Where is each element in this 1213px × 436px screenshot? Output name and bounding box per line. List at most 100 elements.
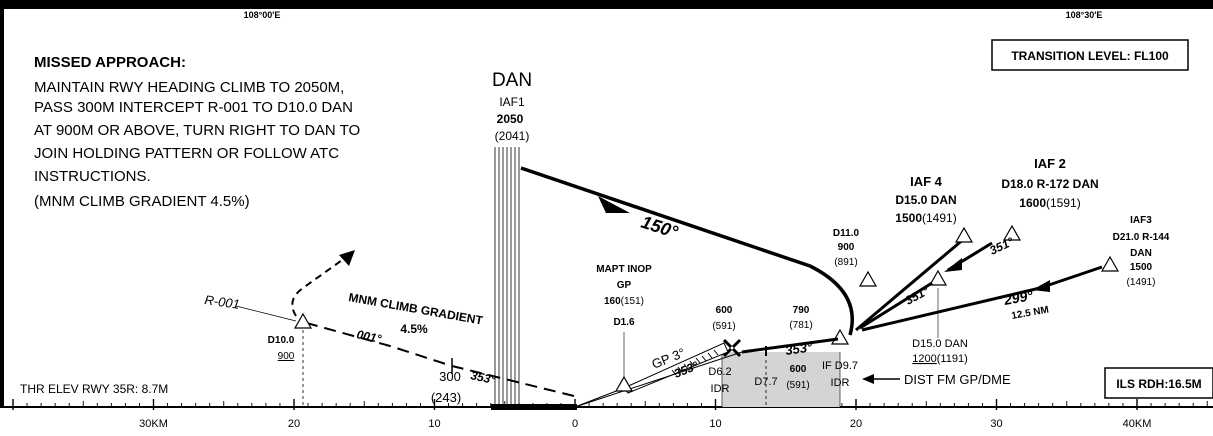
mapt-altitude: 160 bbox=[604, 296, 621, 307]
missed-approach-line: JOIN HOLDING PATTERN OR FOLLOW ATC bbox=[34, 145, 339, 162]
d10-name: D10.0 bbox=[268, 335, 295, 346]
dist-arrow-head bbox=[862, 374, 874, 384]
transition-level-box bbox=[991, 39, 1189, 71]
missed-approach-turn bbox=[291, 257, 346, 317]
iaf3-fix-icon bbox=[1100, 255, 1120, 272]
iaf3-name: IAF3 bbox=[1130, 215, 1152, 226]
missed-approach-title: MISSED APPROACH: bbox=[34, 54, 186, 71]
approach-line-lower bbox=[574, 351, 743, 408]
track-150 bbox=[520, 166, 854, 336]
if-d97-line1: IF D9.7 bbox=[822, 360, 858, 372]
if-d97-line2: IDR bbox=[831, 377, 850, 389]
iaf3-leg bbox=[1039, 265, 1103, 290]
top-border bbox=[0, 0, 1213, 9]
ils-rdh-box bbox=[1104, 367, 1213, 399]
d11-name: D11.0 bbox=[833, 228, 860, 239]
iaf2-distance: D18.0 R-172 DAN bbox=[1001, 177, 1098, 191]
missed-approach-line: INSTRUCTIONS. bbox=[34, 168, 151, 185]
iaf4-altitude: 1500 bbox=[895, 211, 922, 225]
alt-300: 300 bbox=[439, 369, 461, 384]
d77-distance: D7.7 bbox=[754, 376, 777, 388]
scale-labels: 30KM 20 10 0 10 20 30 40KM bbox=[139, 418, 1151, 430]
iaf2-altitude-ref: (1591) bbox=[1046, 196, 1081, 210]
iaf4-name: IAF 4 bbox=[910, 174, 943, 189]
coord-right: 108°30'E bbox=[1066, 10, 1103, 20]
fix-600b-altitude: 600 bbox=[790, 364, 807, 375]
mapt-altitude-line: 160(151) bbox=[604, 296, 644, 307]
iaf2-altitude: 1600 bbox=[1019, 196, 1046, 210]
heading-353-c: 353° bbox=[469, 368, 496, 387]
final-approach-track bbox=[741, 337, 839, 354]
d15-altitude-ref: (1191) bbox=[937, 353, 968, 365]
missed-approach-path bbox=[302, 321, 575, 397]
if-fix-icon bbox=[830, 328, 850, 345]
r001-leader bbox=[235, 305, 297, 322]
faf-altitude: 600 bbox=[716, 305, 733, 316]
iaf4-altitude-ref: (1491) bbox=[922, 211, 957, 225]
missed-approach-line: AT 900M OR ABOVE, TURN RIGHT TO DAN TO bbox=[34, 122, 360, 139]
d62-ident: IDR bbox=[711, 383, 730, 395]
d11-fix-icon bbox=[858, 270, 878, 287]
fix-600b-altitude-ref: (591) bbox=[786, 380, 809, 391]
d15-leg bbox=[859, 281, 933, 330]
iaf4-leg bbox=[855, 236, 966, 332]
thr-elevation: THR ELEV RWY 35R: 8.7M bbox=[20, 382, 168, 396]
iaf2-leg-arrow bbox=[944, 258, 962, 272]
iaf3-leg-inbound bbox=[861, 286, 1041, 332]
scale-label: 20 bbox=[850, 418, 862, 430]
scale-label: 40KM bbox=[1123, 418, 1152, 430]
coord-left: 108°00'E bbox=[244, 10, 281, 20]
mnm-climb-line2: 4.5% bbox=[400, 322, 428, 336]
d62-distance: D6.2 bbox=[708, 366, 731, 378]
d15-distance: D15.0 DAN bbox=[912, 338, 968, 350]
mapt-distance: D1.6 bbox=[613, 317, 635, 328]
missed-approach-line: (MNM CLIMB GRADIENT 4.5%) bbox=[34, 193, 250, 210]
if-altitude: 790 bbox=[793, 305, 810, 316]
iaf3-station: DAN bbox=[1130, 248, 1152, 259]
iaf3-altitude: 1500 bbox=[1130, 262, 1153, 273]
d11-altitude: 900 bbox=[838, 242, 855, 253]
scale-ticks bbox=[12, 399, 1208, 410]
r001-label: R-001 bbox=[204, 292, 241, 312]
missed-approach-line: MAINTAIN RWY HEADING CLIMB TO 2050M, bbox=[34, 79, 344, 96]
glide-path-hatch bbox=[671, 349, 719, 376]
d10-fix-icon bbox=[293, 312, 313, 329]
d15-altitude: 1200 bbox=[912, 353, 936, 365]
fix-zone-shade bbox=[722, 352, 840, 407]
d11-altitude-ref: (891) bbox=[834, 257, 857, 268]
scale-label: 0 bbox=[572, 418, 578, 430]
heading-299: 299° bbox=[1002, 287, 1035, 308]
heading-353-a: 353° bbox=[784, 339, 814, 358]
track-150-arrow bbox=[598, 196, 630, 213]
d15-altitude-line: 1200(1191) bbox=[912, 353, 967, 365]
ils-rdh: ILS RDH:16.5M bbox=[1116, 377, 1201, 391]
faf-altitude-ref: (591) bbox=[712, 321, 735, 332]
iaf3-altitude-ref: (1491) bbox=[1127, 277, 1156, 288]
course-150: 150° bbox=[639, 212, 681, 243]
heading-001: 001° bbox=[355, 327, 382, 346]
mapt-line2: GP bbox=[617, 280, 632, 291]
dan-altitude: 2050 bbox=[497, 112, 524, 126]
iaf2-name: IAF 2 bbox=[1034, 156, 1066, 171]
d10-altitude: 900 bbox=[278, 351, 295, 362]
left-border bbox=[0, 9, 4, 407]
iaf4-altitude-line: 1500(1491) bbox=[895, 211, 956, 225]
missed-approach-arrow bbox=[339, 250, 355, 266]
mapt-fix-icon bbox=[614, 375, 634, 392]
distance-12-5: 12.5 NM bbox=[1011, 305, 1050, 322]
iaf4-distance: D15.0 DAN bbox=[895, 193, 956, 207]
iaf3-distance: D21.0 R-144 bbox=[1113, 232, 1170, 243]
scale-label: 30KM bbox=[139, 418, 168, 430]
iaf2-altitude-line: 1600(1591) bbox=[1019, 196, 1080, 210]
mapt-altitude-ref: (151) bbox=[621, 296, 644, 307]
dist-from-label: DIST FM GP/DME bbox=[904, 372, 1011, 387]
alt-300-ref: (243) bbox=[431, 390, 461, 405]
scale-label: 20 bbox=[288, 418, 300, 430]
dan-name: DAN bbox=[492, 70, 532, 91]
runway-bar bbox=[491, 404, 577, 410]
iaf4-fix-icon bbox=[954, 226, 974, 243]
iaf2-fix-icon bbox=[1002, 224, 1022, 241]
transition-level: TRANSITION LEVEL: FL100 bbox=[1011, 49, 1169, 63]
